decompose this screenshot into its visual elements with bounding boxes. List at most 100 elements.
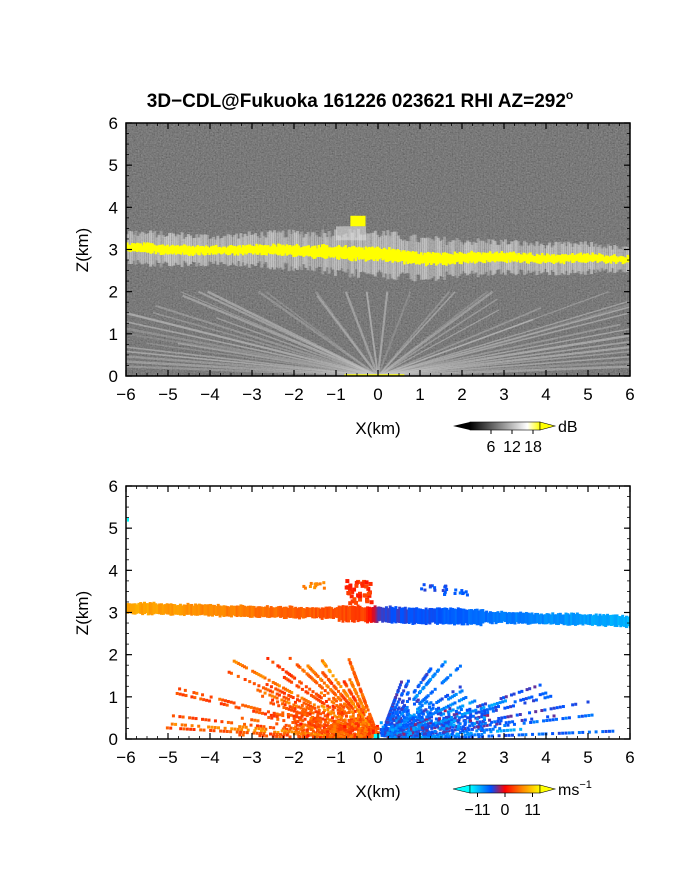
velocity-cell [341,722,345,726]
cloud-cell [628,256,630,263]
velocity-cell [263,606,267,617]
velocity-cell [422,709,426,713]
cloud-cell [436,252,440,265]
velocity-cell [521,612,525,624]
velocity-cell [443,725,447,729]
velocity-cell [174,722,178,726]
velocity-cell [190,724,194,728]
velocity-cell [433,721,437,725]
velocity-cell [326,677,330,681]
velocity-cell [402,716,406,720]
velocity-cell [413,607,417,625]
cloud-cell [383,247,386,260]
velocity-cell [237,706,241,710]
aerosol-ray [377,355,630,376]
velocity-cell [411,607,415,625]
cloud-cell [184,245,188,255]
cloud-cell [603,256,606,263]
velocity-cell [299,727,303,731]
velocity-cell [175,605,179,615]
velocity-cell [323,693,327,697]
velocity-cell [347,658,351,662]
velocity-cell [368,581,373,586]
velocity-cell [328,606,332,619]
velocity-cell [561,731,565,735]
velocity-cell [236,674,240,678]
velocity-cell [256,719,260,723]
velocity-cell [376,731,380,735]
velocity-cell [283,729,287,733]
velocity-cell [317,698,321,702]
velocity-cell [326,730,330,734]
velocity-cell [458,705,462,709]
velocity-cell [460,715,464,719]
velocity-cell [292,727,296,731]
cloud-cell [206,246,210,254]
velocity-cell [398,683,402,687]
velocity-cell [356,721,360,725]
cloud-cell [312,245,315,259]
velocity-cell [376,727,380,731]
cloud-cell [141,245,144,253]
velocity-cell [320,659,324,663]
velocity-cell [392,723,396,727]
velocity-cell [480,712,484,716]
velocity-cell [509,714,513,718]
cloud-cell [483,252,487,264]
velocity-cell [218,605,222,618]
velocity-cell [423,718,427,722]
velocity-cell [399,728,403,732]
velocity-cell [270,694,274,698]
velocity-cell [417,726,421,730]
velocity-cell [495,701,499,705]
velocity-cell [345,605,349,623]
velocity-cell [398,697,402,701]
velocity-cell [502,729,506,733]
velocity-cell [409,607,413,623]
aerosol-ray [126,311,295,356]
cloud-cell [282,244,285,256]
velocity-cell [441,720,445,724]
velocity-cell [179,727,183,731]
velocity-cell [468,717,472,721]
velocity-cell [412,718,416,722]
velocity-cell [457,711,461,715]
cloud-cell [624,257,628,263]
velocity-cell [469,713,473,717]
velocity-cell [335,735,339,739]
velocity-cell [207,604,211,617]
velocity-cell [242,665,246,669]
cloud-cell [223,246,226,253]
velocity-cell [311,729,315,733]
velocity-cell [447,717,451,721]
cloud-cell [529,252,532,262]
velocity-cell [463,719,467,723]
velocity-cell [356,733,360,737]
velocity-cell [507,733,511,737]
aerosol-ray [126,346,379,376]
velocity-cell [160,603,164,615]
velocity-cell [473,733,477,737]
y-tick-label: 2 [109,283,118,302]
velocity-cell [402,722,406,726]
velocity-cell [552,706,556,710]
velocity-cell [193,696,197,700]
velocity-cell [479,609,483,627]
velocity-cell [464,728,468,732]
velocity-cell [241,725,245,729]
cloud-cell [517,252,520,261]
velocity-cell [343,730,347,734]
cloud-cell [168,246,171,255]
velocity-cell [422,734,426,738]
velocity-cell [331,723,335,727]
velocity-cell [541,614,545,625]
cloud-cell [544,255,547,264]
velocity-cell [450,720,454,724]
velocity-cell [413,731,417,735]
velocity-cell [420,735,424,739]
velocity-cell [482,706,486,710]
velocity-cell [402,732,406,736]
x-tick-label: 5 [583,385,592,404]
velocity-cell [303,717,307,721]
velocity-cell [395,734,399,738]
